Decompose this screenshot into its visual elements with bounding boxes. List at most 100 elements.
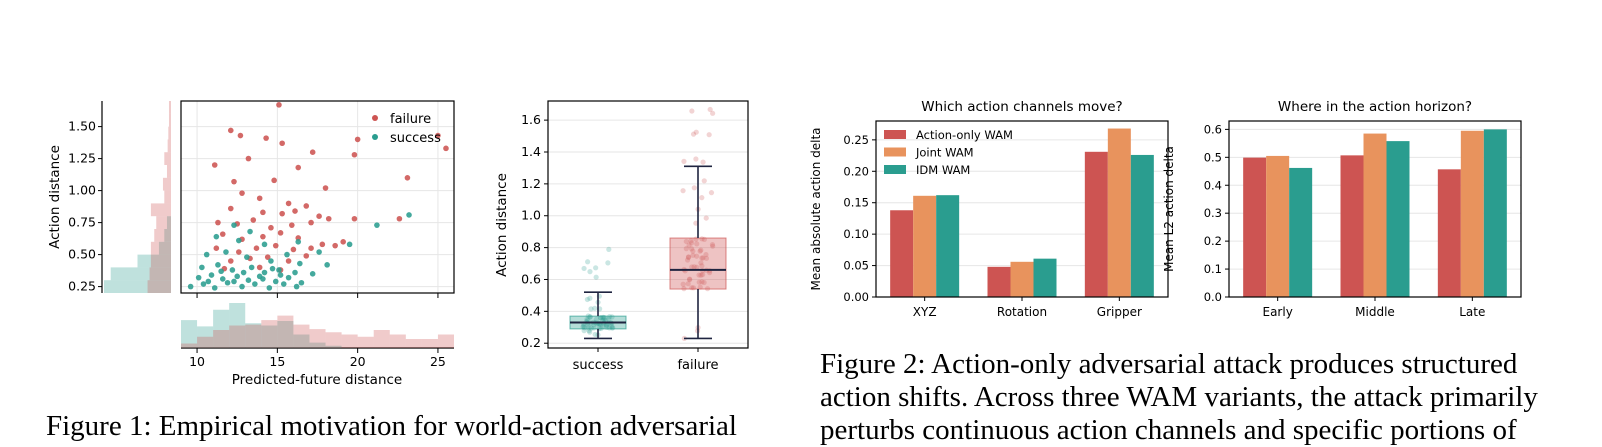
histogram-bar-success — [164, 229, 171, 242]
bar-joint-wam-gripper — [1107, 128, 1131, 297]
jitter-point-failure — [701, 178, 707, 184]
jitter-point-success — [592, 305, 598, 311]
histogram-bar-failure — [197, 336, 214, 348]
data-point-success — [268, 258, 274, 264]
jitter-point-failure — [683, 246, 689, 252]
jitter-point-failure — [689, 240, 695, 246]
jitter-point-success — [609, 314, 615, 320]
x-axis-label: Predicted-future distance — [232, 372, 402, 388]
data-point-failure — [316, 213, 322, 219]
data-point-failure — [227, 258, 234, 264]
data-point-failure — [354, 136, 361, 143]
data-point-success — [224, 279, 231, 286]
jitter-point-failure — [680, 281, 686, 287]
jitter-point-success — [606, 316, 612, 322]
jitter-point-success — [588, 325, 594, 331]
bar-action-only-wam-early — [1243, 157, 1267, 297]
bar-chart-horizon: 0.0 0.1 0.2 0.3 0.4 0.5 0.6 Early Middle Late Wher… — [1162, 99, 1522, 319]
histogram-bar-failure — [325, 332, 342, 348]
y-tick-label: 0.2 — [521, 335, 541, 350]
jitter-point-failure — [698, 272, 704, 278]
data-point-success — [256, 273, 263, 280]
histogram-bar-failure — [150, 203, 171, 217]
data-point-success — [266, 285, 273, 291]
data-point-failure — [319, 241, 326, 248]
jitter-point-success — [585, 322, 591, 329]
data-point-success — [295, 239, 302, 245]
figure2-caption-line: Figure 2: Action-only adversarial attack… — [820, 348, 1518, 380]
histogram-bar-failure — [164, 152, 171, 165]
data-point-success — [284, 251, 290, 258]
jitter-point-failure — [686, 242, 692, 248]
jitter-point-success — [603, 322, 610, 328]
y-tick-label: 0.4 — [521, 303, 541, 318]
data-point-failure — [253, 245, 260, 251]
jitter-point-failure — [708, 190, 715, 196]
data-point-success — [187, 283, 194, 290]
scatter-marginal-y — [104, 101, 171, 293]
data-point-success — [292, 269, 298, 276]
x-tick-label: 20 — [350, 354, 366, 369]
data-point-success — [208, 272, 215, 278]
histogram-bar-failure — [213, 330, 230, 348]
bar-chart-channels: 0.00 0.05 0.10 0.15 0.20 0.25 XYZ Rotation Gripp… — [809, 99, 1169, 319]
data-point-failure — [289, 222, 295, 228]
jitter-point-success — [593, 316, 600, 322]
jitter-point-failure — [697, 284, 703, 290]
data-point-failure — [396, 215, 403, 222]
bar-joint-wam-xyz — [913, 195, 937, 297]
plot-frame — [875, 120, 1169, 298]
histogram-bar-success — [277, 321, 294, 348]
box-failure — [669, 237, 727, 290]
y-tick-label: 1.50 — [68, 119, 96, 134]
jitter-point-failure — [700, 159, 706, 165]
jitter-point-failure — [701, 279, 707, 286]
y-tick-label: 0.4 — [1204, 178, 1222, 192]
y-tick-label: 0.00 — [843, 290, 869, 304]
jitter-point-failure — [699, 236, 705, 242]
data-point-failure — [227, 127, 234, 134]
data-point-failure — [295, 235, 302, 241]
data-point-success — [199, 264, 205, 271]
bar-joint-wam-middle — [1363, 133, 1387, 297]
y-tick-label: 0.25 — [68, 279, 96, 294]
data-point-success — [244, 254, 250, 260]
jitter-point-failure — [689, 264, 695, 270]
data-point-success — [229, 267, 236, 273]
bar-joint-wam-late — [1460, 130, 1484, 297]
data-point-failure — [279, 140, 285, 147]
plot-frame — [1228, 120, 1522, 298]
jitter-point-failure — [690, 131, 697, 137]
data-point-failure — [245, 155, 252, 162]
jitter-point-success — [587, 314, 593, 320]
jitter-point-failure — [699, 263, 705, 269]
jitter-point-failure — [698, 260, 704, 266]
data-point-success — [231, 222, 237, 228]
jitter-point-failure — [703, 251, 709, 258]
y-tick-label: 1.0 — [521, 208, 541, 223]
data-point-success — [272, 278, 279, 285]
histogram-bar-failure — [421, 339, 438, 348]
histogram-bar-failure — [149, 267, 171, 281]
histogram-bar-failure — [154, 229, 171, 242]
figure1-caption: Figure 1: Empirical motivation for world… — [46, 410, 737, 442]
jitter-point-success — [581, 323, 587, 329]
y-tick-label: 0.20 — [843, 164, 869, 178]
legend-swatch — [884, 147, 906, 157]
y-tick-label: 0.5 — [1204, 150, 1222, 164]
bar-joint-wam-early — [1266, 155, 1290, 297]
bar-action-only-wam-rotation — [987, 266, 1011, 297]
histogram-bar-success — [110, 267, 171, 281]
histogram-bar-success — [245, 323, 262, 348]
data-point-failure — [215, 219, 221, 226]
jitter-point-failure — [694, 253, 700, 259]
histogram-bar-failure — [261, 320, 278, 348]
data-point-failure — [263, 135, 269, 141]
data-point-failure — [239, 190, 245, 196]
bar-action-only-wam-middle — [1340, 155, 1364, 297]
x-tick-label: 15 — [269, 354, 285, 369]
data-point-success — [219, 276, 226, 282]
jitter-point-failure — [696, 279, 702, 285]
data-point-failure — [303, 253, 310, 259]
y-tick-label: 0.6 — [521, 271, 541, 286]
